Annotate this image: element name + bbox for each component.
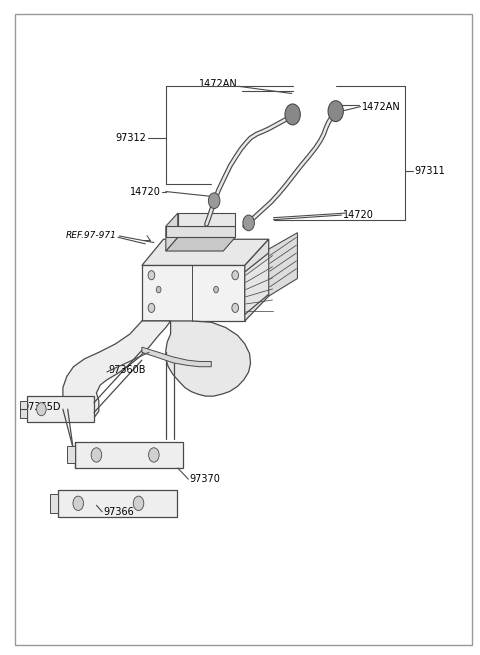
Circle shape	[232, 271, 239, 280]
FancyBboxPatch shape	[15, 14, 472, 645]
Circle shape	[208, 193, 220, 208]
Polygon shape	[245, 249, 274, 314]
Circle shape	[156, 286, 161, 293]
Polygon shape	[27, 396, 94, 422]
Text: 1472AN: 1472AN	[362, 102, 401, 111]
Circle shape	[285, 104, 300, 125]
Circle shape	[148, 303, 155, 312]
Polygon shape	[58, 489, 177, 517]
Circle shape	[148, 271, 155, 280]
Text: 97311: 97311	[415, 166, 445, 176]
Polygon shape	[166, 226, 235, 237]
Polygon shape	[245, 239, 269, 321]
Polygon shape	[63, 321, 170, 421]
Polygon shape	[178, 213, 235, 226]
Polygon shape	[142, 347, 211, 367]
Circle shape	[133, 496, 144, 510]
Text: 97360B: 97360B	[108, 365, 146, 375]
Text: 97366: 97366	[104, 507, 134, 517]
Circle shape	[149, 448, 159, 462]
Polygon shape	[64, 321, 170, 419]
Circle shape	[214, 286, 218, 293]
Circle shape	[328, 101, 343, 122]
Circle shape	[243, 215, 254, 231]
Polygon shape	[166, 321, 251, 396]
Polygon shape	[142, 239, 269, 265]
Text: 14720: 14720	[130, 187, 161, 196]
Circle shape	[91, 448, 102, 462]
Text: 1472AN: 1472AN	[199, 79, 238, 89]
Polygon shape	[75, 442, 182, 468]
Text: 97365D: 97365D	[22, 402, 61, 412]
Polygon shape	[166, 237, 235, 251]
Text: 97370: 97370	[190, 474, 221, 484]
Circle shape	[73, 496, 84, 510]
Text: 97312: 97312	[116, 133, 147, 143]
Polygon shape	[20, 401, 27, 418]
Polygon shape	[166, 213, 178, 251]
Circle shape	[232, 303, 239, 312]
Polygon shape	[67, 447, 75, 464]
Polygon shape	[39, 401, 63, 414]
Polygon shape	[50, 493, 58, 513]
Text: 14720: 14720	[343, 210, 374, 220]
Polygon shape	[142, 265, 245, 321]
Polygon shape	[269, 233, 298, 296]
Text: REF.97-971: REF.97-971	[65, 231, 116, 240]
Circle shape	[36, 403, 46, 416]
